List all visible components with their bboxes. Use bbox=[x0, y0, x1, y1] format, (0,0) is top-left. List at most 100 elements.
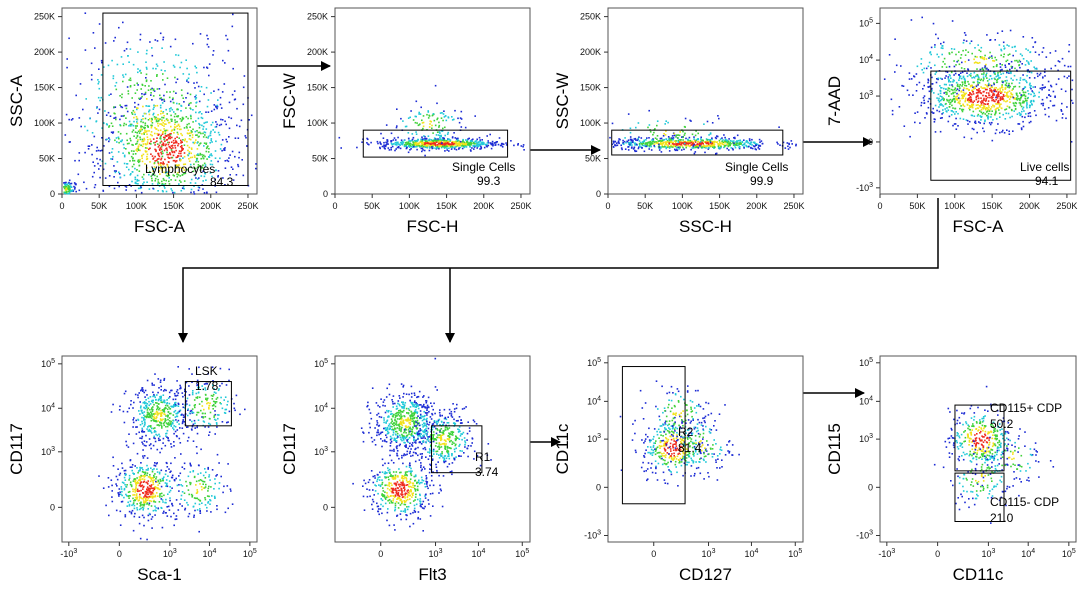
data-point bbox=[146, 98, 148, 100]
data-point bbox=[178, 137, 180, 139]
data-point bbox=[162, 151, 164, 153]
data-point bbox=[162, 112, 164, 114]
data-point bbox=[113, 106, 115, 108]
data-point bbox=[425, 140, 427, 142]
data-point bbox=[133, 64, 135, 66]
data-point bbox=[964, 68, 966, 70]
data-point bbox=[194, 193, 196, 195]
data-point bbox=[1070, 66, 1072, 68]
data-point bbox=[211, 110, 213, 112]
data-point bbox=[968, 51, 970, 53]
data-point bbox=[778, 126, 780, 128]
data-point bbox=[942, 48, 944, 50]
data-point bbox=[983, 107, 985, 109]
data-point bbox=[153, 108, 155, 110]
data-point bbox=[211, 124, 213, 126]
data-point bbox=[476, 139, 478, 141]
data-point bbox=[1040, 73, 1042, 75]
data-point bbox=[127, 86, 129, 88]
data-point bbox=[178, 183, 180, 185]
data-point bbox=[965, 98, 967, 100]
data-point bbox=[404, 146, 406, 148]
data-point bbox=[697, 133, 699, 135]
data-point bbox=[413, 119, 415, 121]
data-point bbox=[711, 145, 713, 147]
data-point bbox=[151, 409, 153, 411]
data-point bbox=[996, 82, 998, 84]
data-point bbox=[1025, 113, 1027, 115]
data-point bbox=[195, 112, 197, 114]
data-point bbox=[167, 409, 169, 411]
data-point bbox=[485, 144, 487, 146]
data-point bbox=[1003, 73, 1005, 75]
data-point bbox=[965, 34, 967, 36]
data-point bbox=[971, 104, 973, 106]
data-point bbox=[990, 108, 992, 110]
data-point bbox=[632, 140, 634, 142]
data-point bbox=[100, 150, 102, 152]
data-point bbox=[141, 438, 143, 440]
data-point bbox=[405, 126, 407, 128]
data-point bbox=[156, 140, 158, 142]
x-tick-label: 100K bbox=[672, 201, 693, 211]
data-point bbox=[211, 138, 213, 140]
data-point bbox=[111, 485, 113, 487]
data-point bbox=[132, 472, 134, 474]
data-point bbox=[171, 446, 173, 448]
data-point bbox=[210, 140, 212, 142]
data-point bbox=[149, 417, 151, 419]
data-point bbox=[935, 131, 937, 133]
data-point bbox=[178, 392, 180, 394]
data-point bbox=[163, 400, 165, 402]
data-point bbox=[682, 131, 684, 133]
data-point bbox=[426, 138, 428, 140]
data-point bbox=[788, 144, 790, 146]
data-point bbox=[136, 125, 138, 127]
data-point bbox=[134, 112, 136, 114]
data-point bbox=[170, 46, 172, 48]
data-point bbox=[129, 511, 131, 513]
data-point bbox=[472, 145, 474, 147]
data-point bbox=[137, 482, 139, 484]
data-point bbox=[1039, 74, 1041, 76]
data-point bbox=[127, 143, 129, 145]
data-point bbox=[1030, 121, 1032, 123]
data-point bbox=[437, 140, 439, 142]
data-point bbox=[134, 102, 136, 104]
data-point bbox=[142, 106, 144, 108]
data-point bbox=[152, 482, 154, 484]
data-point bbox=[689, 137, 691, 139]
data-point bbox=[106, 139, 108, 141]
data-point bbox=[724, 146, 726, 148]
data-point bbox=[943, 88, 945, 90]
data-point bbox=[165, 130, 167, 132]
data-point bbox=[159, 156, 161, 158]
data-point bbox=[110, 115, 112, 117]
data-point bbox=[149, 188, 151, 190]
data-point bbox=[1021, 55, 1023, 57]
data-point bbox=[148, 405, 150, 407]
data-point bbox=[954, 66, 956, 68]
data-point bbox=[921, 17, 923, 19]
data-point bbox=[175, 147, 177, 149]
data-point bbox=[982, 128, 984, 130]
data-point bbox=[137, 175, 139, 177]
data-point bbox=[156, 416, 158, 418]
data-point bbox=[936, 54, 938, 56]
data-point bbox=[137, 107, 139, 109]
data-point bbox=[457, 118, 459, 120]
data-point bbox=[75, 191, 77, 193]
data-point bbox=[152, 516, 154, 518]
data-point bbox=[973, 82, 975, 84]
data-point bbox=[396, 127, 398, 129]
data-point bbox=[191, 147, 193, 149]
data-point bbox=[115, 85, 117, 87]
data-point bbox=[115, 119, 117, 121]
data-point bbox=[1013, 110, 1015, 112]
data-point bbox=[170, 443, 172, 445]
data-point bbox=[1027, 69, 1029, 71]
data-point bbox=[132, 160, 134, 162]
data-point bbox=[153, 404, 155, 406]
data-point bbox=[400, 142, 402, 144]
data-point bbox=[121, 56, 123, 58]
